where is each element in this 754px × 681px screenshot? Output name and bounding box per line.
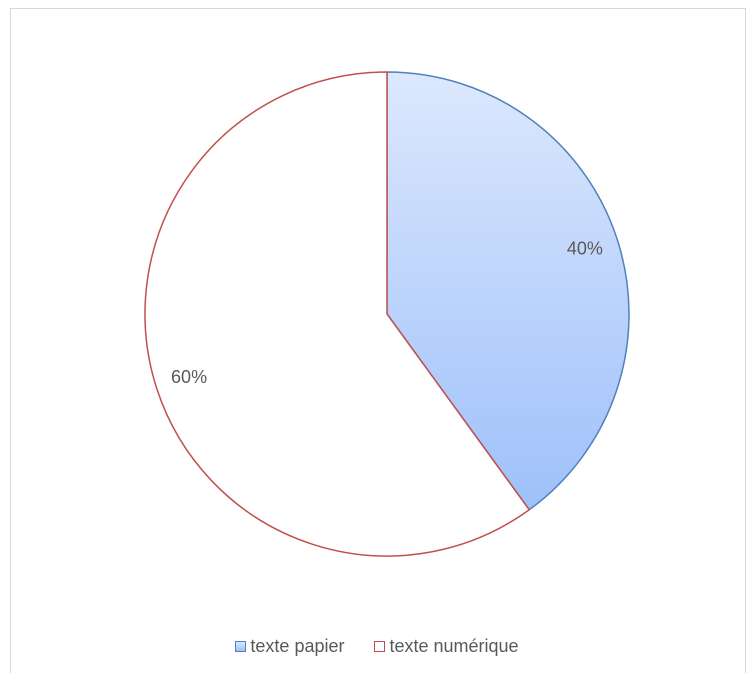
pie-slice-texte-papier (386, 71, 630, 511)
pie-data-labels: 40% 60% (171, 238, 603, 387)
data-label-texte-numerique: 60% (171, 367, 207, 387)
pie-slices (144, 71, 630, 557)
legend-label-texte-numerique: texte numérique (389, 636, 519, 656)
data-label-texte-papier: 40% (567, 238, 603, 258)
legend-label-texte-papier: texte papier (250, 636, 345, 656)
legend-item-texte-numerique: texte numérique (374, 636, 519, 657)
legend: texte papier texte numérique (0, 636, 754, 657)
legend-swatch-texte-papier (235, 641, 247, 652)
legend-item-texte-papier: texte papier (235, 636, 344, 657)
legend-swatch-texte-numerique (374, 641, 386, 652)
pie-slice-texte-numerique (144, 71, 530, 557)
